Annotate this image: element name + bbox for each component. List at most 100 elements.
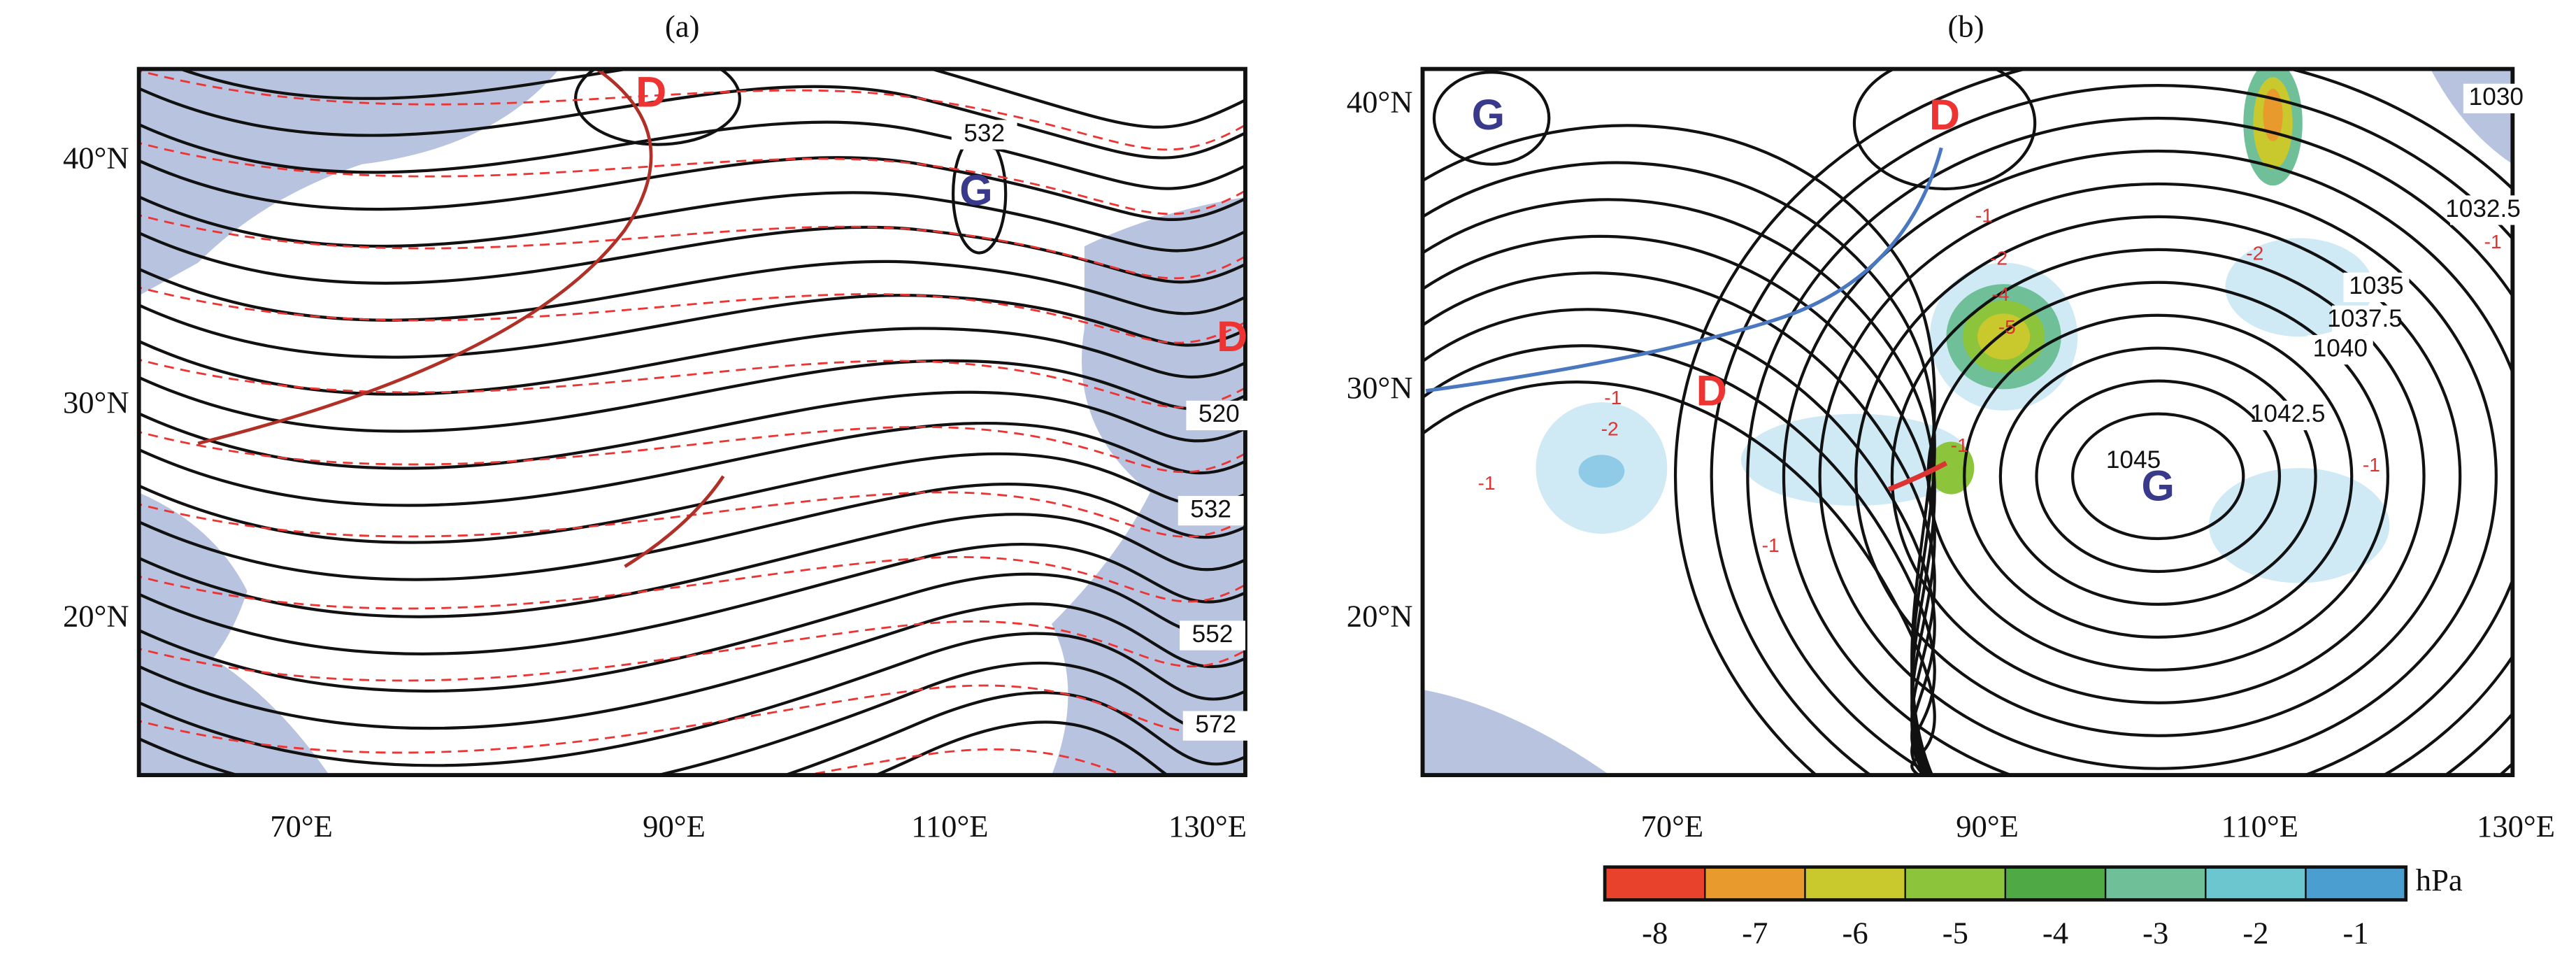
label-bg xyxy=(1178,495,1244,526)
anomaly-label: -2 xyxy=(2246,241,2263,264)
label-bg xyxy=(2463,83,2529,113)
frame-b xyxy=(1420,66,2515,778)
isobar xyxy=(1890,248,2426,704)
colorbar-frame xyxy=(1603,865,2408,902)
contour-label: 1042.5 xyxy=(2250,400,2326,427)
lon-label: 90°E xyxy=(1956,809,2019,844)
contour-label: 572 xyxy=(1195,711,1236,738)
anomaly-label: -1 xyxy=(2363,453,2380,476)
isoline xyxy=(574,69,741,146)
colorbar-swatch xyxy=(1904,866,2007,901)
lon-label: 130°E xyxy=(1168,809,1247,844)
colorbar-tick-label: -7 xyxy=(1742,915,1768,950)
anomaly-label: -1 xyxy=(1604,386,1622,409)
isobar xyxy=(1674,69,2513,776)
isobar xyxy=(1710,84,2513,776)
isotherm xyxy=(138,286,1245,344)
contour-label: 1032.5 xyxy=(2445,195,2521,222)
contour-label: 1030 xyxy=(2469,83,2524,111)
lat-label: 40°N xyxy=(63,140,129,175)
isoline xyxy=(138,542,1245,655)
isobar xyxy=(1422,234,1936,776)
contour-label: 520 xyxy=(1198,400,1240,427)
label-bg xyxy=(2254,400,2321,431)
contour-label: 1037.5 xyxy=(2327,305,2403,332)
lon-label: 90°E xyxy=(643,809,706,844)
anomaly-label: -1 xyxy=(1478,471,1496,494)
label-bg xyxy=(2332,305,2398,335)
isoline xyxy=(138,120,1245,190)
isobar xyxy=(2071,412,2245,541)
isoline xyxy=(138,390,1245,470)
lat-label: 20°N xyxy=(63,598,129,633)
pressure-center: D xyxy=(1696,367,1727,415)
colorbar-swatch xyxy=(2004,866,2107,901)
isoline xyxy=(138,191,1245,253)
colorbar-tick-label: -1 xyxy=(2343,915,2369,950)
isoline xyxy=(138,513,1245,618)
anomaly-label: -2 xyxy=(1990,246,2008,269)
isoline xyxy=(176,69,1245,129)
label-bg xyxy=(1182,711,1249,741)
isoline xyxy=(138,225,1245,285)
lon-label: 110°E xyxy=(911,809,988,844)
colorbar-swatch xyxy=(2305,866,2407,901)
lat-label: 40°N xyxy=(1347,84,1413,119)
panel-title: (b) xyxy=(1948,8,1984,43)
colorbar-tick-label: -6 xyxy=(1842,915,1868,950)
pressure-center: G xyxy=(2141,462,2174,510)
label-bg xyxy=(2450,195,2517,225)
colorbar-tick-label: -3 xyxy=(2142,915,2168,950)
lat-label: 30°N xyxy=(63,385,129,420)
panel-title: (a) xyxy=(665,8,699,43)
isoline xyxy=(138,452,1245,544)
isoline xyxy=(138,421,1245,507)
isotherm xyxy=(138,620,1245,682)
lon-label: 70°E xyxy=(1641,809,1704,844)
isobar xyxy=(1422,381,1936,776)
anomaly-label: -1 xyxy=(1951,434,1968,456)
lon-label: 110°E xyxy=(2221,809,2298,844)
colorbar-tick-label: -5 xyxy=(1942,915,1968,950)
anomaly-label: -1 xyxy=(2484,230,2502,253)
colorbar-swatch xyxy=(2205,866,2307,901)
colorbar-swatch xyxy=(2104,866,2207,901)
colorbar-unit: hPa xyxy=(2416,862,2463,897)
isobar xyxy=(1746,117,2513,776)
anomaly-label: -5 xyxy=(1998,315,2016,338)
pressure-center: G xyxy=(1472,91,1505,138)
isotherm xyxy=(138,69,1245,151)
lon-label: 70°E xyxy=(270,809,333,844)
isobar xyxy=(1782,150,2513,776)
label-bg xyxy=(2101,446,2166,476)
contour-label: 532 xyxy=(964,120,1005,147)
isotherm xyxy=(138,214,1245,280)
label-bg xyxy=(1180,620,1245,651)
label-bg xyxy=(951,120,1017,150)
isobar xyxy=(1998,346,2317,606)
isoline xyxy=(138,661,1245,776)
contour-label: 1040 xyxy=(2313,334,2368,362)
label-bg xyxy=(1186,400,1252,431)
lat-label: 20°N xyxy=(1347,598,1413,633)
pressure-center: D xyxy=(1217,313,1247,360)
isoline xyxy=(138,572,1245,693)
lat-label: 30°N xyxy=(1347,370,1413,405)
isobar xyxy=(1422,344,1936,776)
isobar xyxy=(1422,271,1936,776)
map-a xyxy=(138,69,1245,776)
isobar xyxy=(1852,69,2037,191)
isobar xyxy=(1854,215,2462,737)
colorbar-swatch xyxy=(1603,866,1706,901)
isobar xyxy=(1963,313,2354,639)
contour-label: 552 xyxy=(1192,620,1233,648)
anomaly-label: -1 xyxy=(1975,204,1993,226)
isoline xyxy=(138,156,1245,221)
anomaly-label: -1 xyxy=(1762,534,1780,556)
colorbar-swatch xyxy=(1704,866,1806,901)
isoline xyxy=(138,482,1245,581)
pressure-center: D xyxy=(1929,91,1960,138)
isotherm xyxy=(138,141,1245,215)
contour-label: 1035 xyxy=(2349,272,2403,299)
